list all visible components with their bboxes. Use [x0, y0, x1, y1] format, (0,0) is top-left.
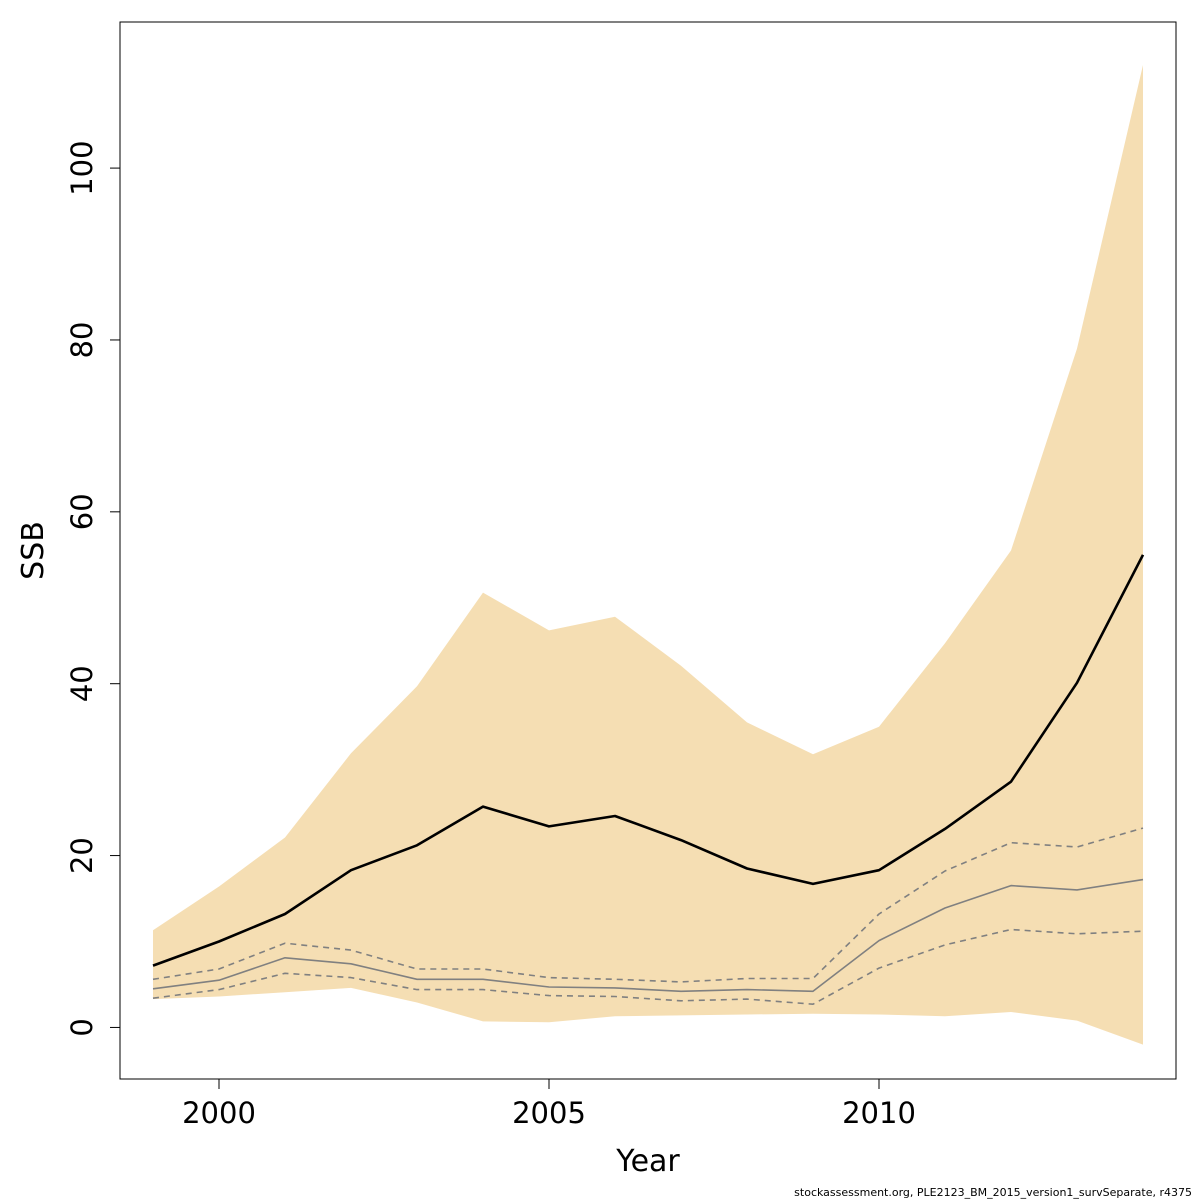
series-line-reference: [152, 878, 1144, 993]
y-tick-label: 20: [65, 837, 99, 874]
plot-frame: [119, 21, 1177, 1080]
x-tick-label: 2000: [182, 1096, 256, 1130]
y-tick-label: 0: [65, 1018, 99, 1036]
y-tick-label: 40: [65, 665, 99, 702]
series-line-reference-upper: [152, 827, 1144, 983]
x-axis: 2000 2005 2010: [182, 1079, 916, 1130]
plot-area: [152, 65, 1145, 1045]
x-tick-label: 2010: [842, 1096, 916, 1130]
series-line-reference-lower: [152, 928, 1144, 1006]
y-axis-title: SSB: [16, 521, 51, 580]
confidence-band: [153, 65, 1143, 1045]
x-tick-label: 2005: [512, 1096, 586, 1130]
series-line-estimate: [152, 554, 1145, 967]
y-tick-label: 100: [65, 140, 99, 195]
footnote: stockassessment.org, PLE2123_BM_2015_ver…: [794, 1186, 1192, 1199]
y-axis: 0 20 40 60 80 100: [65, 140, 120, 1037]
x-axis-title: Year: [615, 1144, 680, 1179]
y-tick-label: 60: [65, 493, 99, 530]
y-tick-label: 80: [65, 322, 99, 359]
